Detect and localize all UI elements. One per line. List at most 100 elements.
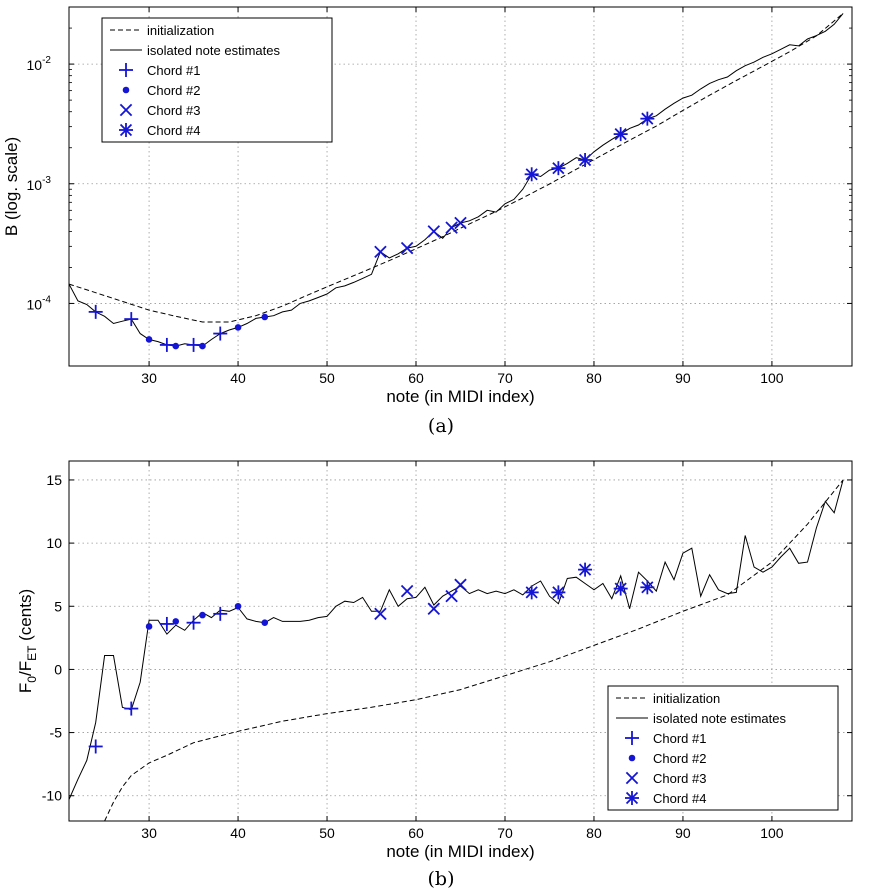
chart0-point-chord2 (172, 342, 180, 350)
chart1-legend-marker (625, 791, 639, 805)
chart1-legend-label: Chord #2 (653, 751, 706, 766)
chart1-ytick-label: 10 (46, 535, 62, 551)
caption-b: (b) (428, 868, 455, 890)
chart0-point-chord2 (261, 313, 269, 321)
chart1-point-chord4 (551, 585, 566, 600)
chart0-xlabel: note (in MIDI index) (386, 387, 534, 406)
chart0-legend-marker (119, 123, 133, 137)
chart0-point-chord3 (374, 245, 387, 259)
chart0-legend-label: Chord #2 (147, 83, 200, 98)
chart1-legend-marker (625, 731, 639, 745)
chart1-legend-label: Chord #4 (653, 791, 706, 806)
chart1-axes-frame (68, 460, 853, 822)
chart0-point-chord4 (524, 167, 539, 182)
caption-a: (a) (428, 415, 454, 437)
chart0-point-chord1 (88, 304, 103, 319)
chart0-legend-label: Chord #4 (147, 123, 200, 138)
chart1-point-chord2 (261, 619, 269, 626)
chart1-xtick-label: 40 (230, 825, 246, 841)
chart1-ylabel: F0/FET (cents) (16, 589, 39, 693)
chart0-xtick-label: 100 (760, 370, 784, 386)
chart0-xtick-label: 40 (230, 370, 246, 386)
chart1-legend-box (607, 685, 839, 811)
chart1-point-chord3 (445, 589, 458, 603)
chart0-point-chord4 (551, 161, 566, 176)
chart1-ytick-label: 15 (46, 472, 62, 488)
chart1-xtick-label: 30 (141, 825, 157, 841)
chart1-point-chord1 (213, 606, 228, 621)
chart1-point-chord1 (186, 615, 201, 630)
chart1-legend-label: initialization (653, 691, 720, 706)
chart0-point-chord3 (427, 225, 441, 238)
chart0-ytick-base: 10 (27, 177, 43, 193)
chart1-point-chord1 (88, 739, 103, 754)
chart0-point-chord1 (159, 337, 174, 352)
chart1-point-chord4 (640, 580, 655, 595)
chart1-ytick-label: -5 (50, 725, 63, 741)
chart0-xtick-label: 90 (675, 370, 691, 386)
chart1-point-chord2 (199, 611, 206, 619)
chart1-point-chord2 (145, 623, 153, 630)
chart1-point-chord3 (400, 584, 414, 598)
chart0-xtick-label: 30 (141, 370, 157, 386)
chart0-point-chord1 (213, 326, 228, 341)
chart0-legend-marker (119, 63, 133, 77)
chart0-ytick-base: 10 (27, 296, 43, 312)
chart1-legend-label: Chord #1 (653, 731, 706, 746)
chart-panel-b: 30 40 50 60 70 80 90 100 -10 -5 0 5 10 15 note (in MID… (16, 460, 853, 861)
chart0-legend-marker (119, 103, 133, 117)
chart0-xtick-label: 60 (408, 370, 424, 386)
chart1-data-layer (69, 479, 844, 821)
chart0-ytick-label: 10-3 (27, 175, 52, 193)
chart0-point-chord4 (640, 111, 655, 126)
chart0-xtick-label: 70 (497, 370, 513, 386)
chart1-legend-label: isolated note estimates (653, 711, 786, 726)
chart1-ytick-label: -10 (42, 788, 62, 804)
chart1-xlabel: note (in MIDI index) (386, 842, 534, 861)
chart1-legend-marker (628, 754, 636, 762)
chart0-point-chord1 (124, 312, 139, 327)
chart0-ytick-base: 10 (27, 57, 43, 73)
chart0-legend-box (101, 17, 333, 143)
chart1-point-chord4 (524, 585, 539, 600)
chart1-legend-label: Chord #3 (653, 771, 706, 786)
chart1-point-chord3 (374, 607, 387, 621)
chart0-xtick-label: 80 (586, 370, 602, 386)
chart1-point-chord4 (613, 581, 628, 596)
chart0-point-chord4 (613, 127, 628, 142)
chart0-axes-frame (68, 6, 853, 367)
chart0-xtick-label: 50 (319, 370, 335, 386)
chart0-point-chord2 (234, 324, 242, 331)
chart0-legend: initialization isolated note estimates Cho… (101, 17, 333, 143)
chart1-point-chord2 (172, 618, 180, 625)
chart0-ytick-exp: -4 (42, 294, 51, 305)
chart1-xtick-label: 70 (497, 825, 513, 841)
chart0-point-chord2 (145, 336, 153, 343)
chart1-xtick-label: 100 (760, 825, 784, 841)
chart1-legend: initialization isolated note estimates Cho… (607, 685, 839, 811)
chart0-point-chord3 (400, 241, 414, 255)
chart0-ytick-exp: -3 (42, 175, 51, 186)
chart0-legend-label: Chord #3 (147, 103, 200, 118)
chart1-xtick-label: 50 (319, 825, 335, 841)
chart1-point-chord4 (578, 562, 593, 577)
chart0-series-initialization (69, 13, 844, 323)
chart0-ytick-label: 10-4 (27, 294, 52, 312)
chart0-point-chord3 (445, 221, 458, 234)
chart1-legend-marker (625, 771, 639, 785)
chart0-ytick-label: 10-2 (27, 55, 52, 73)
chart1-point-chord3 (454, 578, 467, 592)
chart0-data-layer (69, 13, 844, 352)
chart1-xtick-label: 80 (586, 825, 602, 841)
chart0-point-chord2 (199, 342, 206, 350)
chart1-ytick-label: 5 (54, 598, 62, 614)
chart1-ytick-label: 0 (54, 661, 62, 677)
chart1-point-chord2 (234, 602, 242, 610)
chart1-point-chord1 (159, 616, 174, 631)
chart0-legend-label: initialization (147, 23, 214, 38)
chart1-xtick-label: 90 (675, 825, 691, 841)
chart0-legend-label: isolated note estimates (147, 43, 280, 58)
chart1-point-chord3 (427, 602, 441, 616)
